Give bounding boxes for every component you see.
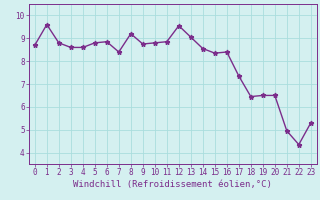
- X-axis label: Windchill (Refroidissement éolien,°C): Windchill (Refroidissement éolien,°C): [73, 180, 272, 189]
